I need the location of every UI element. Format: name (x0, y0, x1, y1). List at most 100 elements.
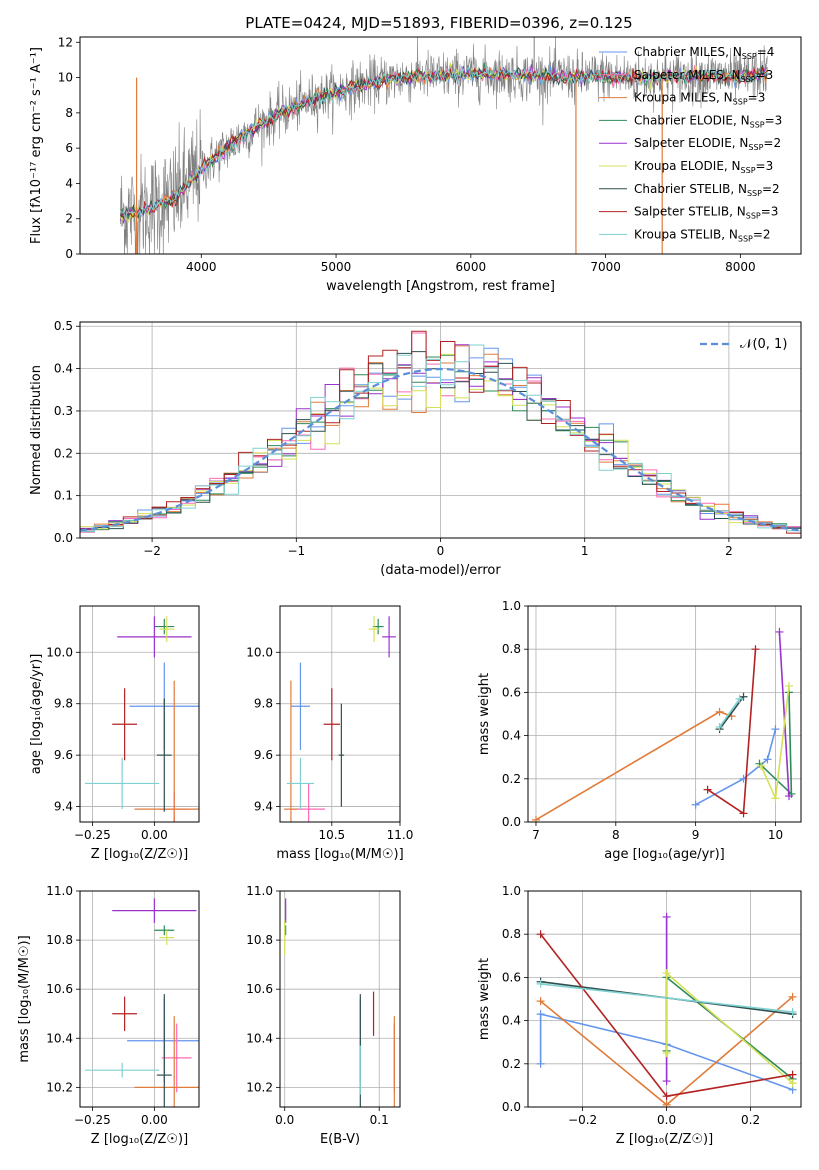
y-tick-label: 9.4 (254, 800, 273, 814)
x-tick-label: 6000 (456, 260, 487, 274)
legend-label-text: Chabrier STELIB, N (634, 182, 747, 196)
x-tick-label: 7000 (590, 260, 621, 274)
legend-label-text: Kroupa MILES, N (634, 91, 733, 105)
errorbar-salpeter-stelib (112, 996, 138, 1031)
y-axis-label: age [log₁₀(age/yr)] (29, 654, 44, 775)
weight-marker-kroupa-elodie (662, 1049, 671, 1057)
axes-frame (527, 890, 802, 1108)
legend-label-text: Kroupa STELIB, N (634, 227, 738, 241)
weight-marker-salpeter-stelib (751, 645, 760, 654)
weight-marker-kroupa-elodie (757, 761, 766, 770)
x-tick-label: 1 (581, 544, 589, 558)
x-axis-label: Z [log₁₀(Z/Z☉)] (616, 1132, 713, 1147)
weight-marker-salpeter-stelib (703, 785, 712, 794)
x-tick-label: 4000 (186, 260, 217, 274)
y-tick-label: 6 (65, 141, 73, 155)
y-axis-label: Normed distribution (29, 365, 44, 495)
legend-suffix: =4 (757, 45, 775, 59)
x-tick-label: −0.25 (74, 828, 111, 842)
legend-subscript: SSP (738, 234, 753, 243)
y-tick-label: 10.0 (246, 645, 273, 659)
x-axis-label: Z [log₁₀(Z/Z☉)] (91, 847, 188, 862)
x-tick-label: 10.5 (318, 828, 345, 842)
y-tick-label: 0.4 (502, 729, 521, 743)
legend-entry-kroupa-elodie: Kroupa ELODIE, NSSP=3 (634, 159, 773, 175)
errorbar-chabrier-elodie (154, 618, 175, 635)
y-tick-label: 0.0 (502, 1100, 521, 1114)
weight-line-salpeter-stelib (707, 649, 757, 815)
y-tick-label: 11.0 (246, 884, 273, 898)
x-axis-label: wavelength [Angstrom, rest frame] (326, 279, 555, 294)
legend-entry-salpeter-miles: Salpeter MILES, NSSP=3 (634, 68, 773, 84)
y-tick-label: 2 (65, 212, 73, 226)
y-axis-label: mass weight (477, 958, 492, 1040)
y-tick-label: 0.0 (502, 815, 521, 829)
weight-marker-kroupa-miles (715, 707, 724, 716)
y-tick-label: 0.0 (54, 531, 73, 545)
legend-subscript: SSP (748, 143, 763, 152)
errorbar-chabrier-stelib (156, 994, 172, 1107)
y-tick-label: 1.0 (502, 599, 521, 613)
legend-subscript: SSP (742, 52, 757, 61)
spectrum-panel: 4000 5000 6000 7000 8000 0 2 4 6 8 10 12 wavelength … (29, 35, 802, 294)
legend-suffix: =3 (748, 91, 766, 105)
weight-marker-chabrier-miles (771, 725, 780, 734)
errorbar-salpeter-miles (292, 783, 325, 822)
weight-marker-kroupa-stelib (715, 722, 724, 731)
axes-frame (79, 890, 200, 1108)
legend-subscript: SSP (733, 98, 748, 107)
y-tick-label: 10 (58, 71, 73, 85)
plot-area (80, 330, 801, 534)
errorbar-kroupa-elodie (159, 930, 175, 945)
y-tick-label: 10.8 (46, 933, 73, 947)
y-tick-label: 9.6 (54, 748, 73, 762)
legend-label-text: Chabrier MILES, N (634, 45, 742, 59)
legend-label-text: Salpeter ELODIE, N (634, 136, 748, 150)
legend-subscript: SSP (741, 166, 756, 175)
x-tick-label: 9 (692, 828, 700, 842)
y-tick-label: 0 (65, 247, 73, 261)
weight-marker-kroupa-elodie (785, 681, 794, 690)
x-axis-label: mass [log₁₀(M/M☉)] (276, 847, 403, 862)
y-tick-label: 0.3 (54, 404, 73, 418)
errorbar-chabrier-stelib (156, 698, 172, 812)
errorbar-kroupa-miles (284, 680, 298, 822)
x-tick-label: 11.0 (387, 828, 414, 842)
x-tick-label: 0.00 (141, 1113, 168, 1127)
plot-area (119, 37, 768, 254)
mass-vs-metallicity-panel: −0.25 0.00 10.2 10.4 10.6 10.8 11.0 Z [log₁₀(Z/… (17, 884, 200, 1147)
y-axis-label: Flux [fλ10⁻¹⁷ erg cm⁻² s⁻¹ A⁻¹] (29, 47, 44, 244)
y-tick-label: 10.2 (46, 1080, 73, 1094)
errorbar-kroupa-elodie (159, 616, 175, 642)
y-tick-label: 0.5 (54, 319, 73, 333)
legend-subscript: SSP (741, 75, 756, 84)
weight-marker-chabrier-miles (691, 800, 700, 809)
y-tick-label: 10.4 (246, 1031, 273, 1045)
y-axis-label: mass weight (477, 673, 492, 755)
residual-histogram-kroupa-stelib (80, 344, 801, 533)
mass-weight-vs-age-panel: 7 8 9 10 0.0 0.2 0.4 0.6 0.8 1.0 age [log₁₀(age/yr… (477, 599, 802, 862)
weight-marker-chabrier-miles (536, 1010, 545, 1019)
x-tick-label: 0.2 (741, 1113, 760, 1127)
y-tick-label: 0.4 (502, 1014, 521, 1028)
errorbar-kroupa-stelib (84, 1062, 160, 1078)
weight-marker-salpeter-elodie (775, 627, 784, 636)
weight-marker-salpeter-stelib (536, 930, 545, 939)
errorbar-chabrier-stelib (338, 703, 345, 807)
legend-suffix: =3 (761, 205, 779, 219)
errorbar-kroupa-miles (134, 680, 199, 822)
observed-spectrum-line (120, 37, 768, 254)
weight-marker-chabrier-miles (763, 755, 772, 764)
x-tick-label: 0.0 (657, 1113, 676, 1127)
x-tick-label: 2 (725, 544, 733, 558)
x-axis-label: age [log₁₀(age/yr)] (604, 847, 725, 862)
residual-histogram-salpeter-stelib (80, 330, 801, 534)
errorbar-salpeter-elodie (112, 898, 197, 923)
legend-suffix: =2 (753, 227, 771, 241)
y-tick-label: 10.2 (246, 1080, 273, 1094)
plot-area (84, 616, 199, 822)
y-tick-label: 0.1 (54, 489, 73, 503)
legend-entry-kroupa-stelib: Kroupa STELIB, NSSP=2 (634, 227, 771, 243)
weight-line-kroupa-stelib (718, 698, 741, 728)
errorbar-kroupa-stelib (286, 757, 315, 810)
